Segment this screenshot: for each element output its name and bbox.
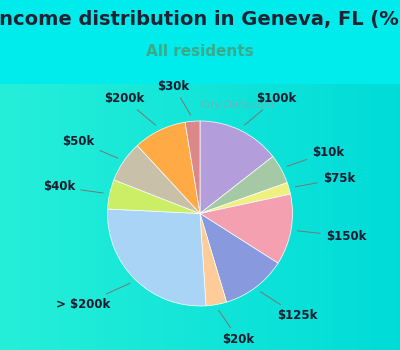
Wedge shape	[108, 180, 200, 214]
Text: $50k: $50k	[62, 135, 118, 158]
Text: Income distribution in Geneva, FL (%): Income distribution in Geneva, FL (%)	[0, 10, 400, 29]
Text: $30k: $30k	[158, 80, 191, 115]
Text: All residents: All residents	[146, 44, 254, 59]
Text: $40k: $40k	[43, 180, 103, 193]
Wedge shape	[185, 121, 200, 214]
Text: $75k: $75k	[295, 172, 355, 187]
Text: $20k: $20k	[219, 310, 255, 346]
Text: > $200k: > $200k	[56, 283, 130, 311]
Text: City-Data.com: City-Data.com	[201, 100, 275, 110]
Wedge shape	[137, 122, 200, 214]
Wedge shape	[200, 121, 273, 214]
Wedge shape	[200, 183, 290, 214]
Text: $200k: $200k	[104, 92, 156, 125]
Wedge shape	[200, 214, 226, 306]
Text: $10k: $10k	[287, 146, 344, 166]
Text: $125k: $125k	[260, 292, 317, 322]
Wedge shape	[200, 156, 287, 214]
Text: $150k: $150k	[298, 230, 366, 243]
Wedge shape	[114, 146, 200, 214]
Wedge shape	[108, 209, 206, 306]
Wedge shape	[200, 214, 278, 302]
Wedge shape	[200, 194, 292, 263]
Text: $100k: $100k	[244, 92, 296, 125]
